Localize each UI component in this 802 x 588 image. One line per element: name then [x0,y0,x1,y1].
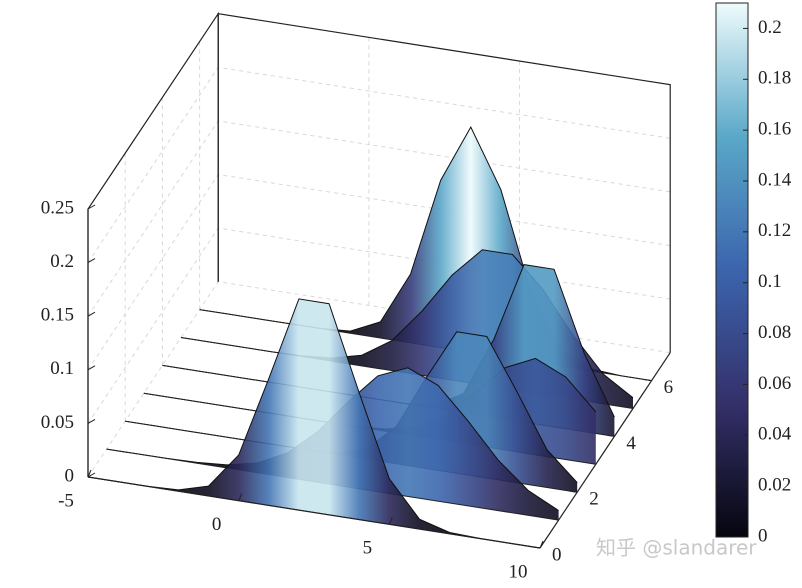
colorbar-tick-label: 0.12 [758,220,791,241]
z-tick-label: 0.2 [50,251,74,272]
z-tick-label: 0 [65,465,75,486]
y-tick-label: 6 [664,377,674,398]
colorbar-tick-label: 0.02 [758,475,791,496]
z-tick [87,258,96,264]
watermark: 知乎 @slandarer [596,536,757,560]
x-tick [238,493,243,501]
y-tick-label: 4 [626,433,636,454]
colorbar-tick-label: 0.14 [758,169,792,190]
left-pane-edge [87,11,219,477]
colorbar-tick-label: 0.04 [758,424,792,445]
z-tick-label: 0.15 [41,305,74,326]
colorbar-tick-label: 0.2 [758,17,782,38]
x-tick [388,517,393,525]
z-tick [87,311,96,317]
colorbar-tick-label: 0.06 [758,373,791,394]
x-tick-label: 5 [363,538,373,559]
z-tick-label: 0.1 [50,358,74,379]
colorbar-tick-label: 0.1 [758,271,782,292]
x-tick [87,469,92,478]
z-tick [87,365,96,371]
y-tick [607,434,615,437]
z-tick [87,204,96,210]
z-tick-label: 0.05 [41,412,74,433]
grid-line [87,13,671,210]
y-tick [532,546,541,549]
grid-line [87,66,671,263]
z-tick-label: 0.25 [41,197,74,218]
x-tick-label: -5 [58,490,74,511]
colorbar [715,2,749,538]
colorbar-tick-label: 0 [758,525,768,546]
y-tick [644,379,652,382]
y-axis [539,352,671,549]
y-tick [570,490,578,493]
z-tick [87,418,96,424]
colorbar-tick-label: 0.18 [758,68,791,89]
y-tick-label: 0 [552,544,562,565]
ridge-fill [88,298,540,548]
colorbar-tick-label: 0.16 [758,119,791,140]
x-tick [539,540,544,549]
grid-line [87,120,671,317]
y-tick-label: 2 [589,489,599,510]
ridge-line [87,298,541,549]
grid-line [87,173,671,371]
colorbar-tick-label: 0.08 [758,322,791,343]
z-tick [87,472,96,478]
x-axis [87,476,541,549]
x-tick-label: 10 [509,561,528,582]
x-tick-label: 0 [212,514,222,535]
